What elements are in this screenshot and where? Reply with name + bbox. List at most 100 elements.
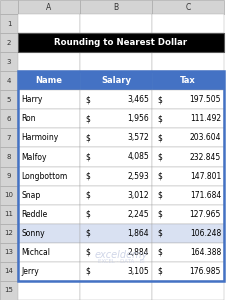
Bar <box>80 0 152 14</box>
Bar <box>18 71 80 90</box>
Bar <box>152 71 224 90</box>
Text: Harmoiny: Harmoiny <box>21 134 58 142</box>
Text: 6: 6 <box>7 116 11 122</box>
Text: $: $ <box>157 172 162 181</box>
Text: 4: 4 <box>7 78 11 84</box>
Text: 4,085: 4,085 <box>127 152 149 161</box>
Bar <box>152 224 224 243</box>
Bar <box>0 148 18 166</box>
Bar <box>152 128 224 148</box>
Bar <box>80 167 152 186</box>
Text: 127.965: 127.965 <box>190 210 221 219</box>
Bar <box>18 0 80 14</box>
Bar <box>152 0 224 14</box>
Bar <box>80 205 152 224</box>
Text: 15: 15 <box>4 287 13 293</box>
Text: Rounding to Nearest Dollar: Rounding to Nearest Dollar <box>55 38 188 47</box>
Text: Name: Name <box>35 76 63 85</box>
Bar <box>0 71 18 90</box>
Bar <box>80 224 152 243</box>
Bar <box>80 186 152 205</box>
Text: $: $ <box>157 152 162 161</box>
Bar <box>18 128 80 148</box>
Text: 2: 2 <box>7 40 11 46</box>
Text: Snap: Snap <box>21 190 40 200</box>
Text: Ron: Ron <box>21 114 35 123</box>
Text: $: $ <box>157 210 162 219</box>
Text: Sonny: Sonny <box>21 229 45 238</box>
Bar <box>18 109 80 128</box>
Bar <box>152 205 224 224</box>
Text: Salary: Salary <box>101 76 131 85</box>
Text: 5: 5 <box>7 97 11 103</box>
Bar <box>18 262 80 281</box>
Bar <box>0 128 18 148</box>
Bar <box>18 109 80 128</box>
Text: $: $ <box>157 95 162 104</box>
Bar <box>18 52 80 71</box>
Bar <box>80 52 152 71</box>
Text: Tax: Tax <box>180 76 196 85</box>
Text: 147.801: 147.801 <box>190 172 221 181</box>
Text: EXCEL · DATA · BI: EXCEL · DATA · BI <box>98 259 144 264</box>
Bar <box>80 281 152 300</box>
Bar <box>80 128 152 148</box>
Text: 197.505: 197.505 <box>189 95 221 104</box>
Text: Reddle: Reddle <box>21 210 47 219</box>
Text: 8: 8 <box>7 154 11 160</box>
Text: $: $ <box>157 229 162 238</box>
Bar <box>18 224 80 243</box>
Text: Michcal: Michcal <box>21 248 50 257</box>
Text: B: B <box>114 2 119 11</box>
Text: $: $ <box>85 95 90 104</box>
Bar <box>152 90 224 109</box>
Bar <box>18 71 224 281</box>
Text: 12: 12 <box>4 230 13 236</box>
Text: Harry: Harry <box>21 95 42 104</box>
Bar <box>0 243 18 262</box>
Text: 1,956: 1,956 <box>127 114 149 123</box>
Bar <box>152 243 224 262</box>
Text: 2,593: 2,593 <box>127 172 149 181</box>
Text: A: A <box>46 2 52 11</box>
Bar <box>152 109 224 128</box>
Bar <box>0 167 18 186</box>
Bar <box>152 52 224 71</box>
Text: 171.684: 171.684 <box>190 190 221 200</box>
Text: 106.248: 106.248 <box>190 229 221 238</box>
Text: 3,012: 3,012 <box>127 190 149 200</box>
Bar <box>0 33 18 52</box>
Text: $: $ <box>85 152 90 161</box>
Text: 3,105: 3,105 <box>127 267 149 276</box>
Bar <box>80 71 152 90</box>
Bar <box>80 148 152 166</box>
Text: 2,245: 2,245 <box>127 210 149 219</box>
Bar <box>152 186 224 205</box>
Text: $: $ <box>157 267 162 276</box>
Bar <box>152 148 224 166</box>
Text: $: $ <box>85 210 90 219</box>
Bar <box>0 14 18 33</box>
Bar <box>152 167 224 186</box>
Bar <box>80 90 152 109</box>
Text: $: $ <box>157 248 162 257</box>
Bar <box>80 205 152 224</box>
Text: Malfoy: Malfoy <box>21 152 47 161</box>
Bar <box>18 186 80 205</box>
Bar <box>80 128 152 148</box>
Text: exceldemy: exceldemy <box>94 250 148 260</box>
Bar <box>18 205 80 224</box>
Text: $: $ <box>85 134 90 142</box>
Bar <box>152 224 224 243</box>
Bar <box>80 224 152 243</box>
Bar <box>18 262 80 281</box>
Bar <box>152 262 224 281</box>
Text: $: $ <box>85 172 90 181</box>
Bar <box>18 90 80 109</box>
Bar <box>80 148 152 166</box>
Bar <box>0 205 18 224</box>
Text: $: $ <box>85 248 90 257</box>
Text: $: $ <box>85 190 90 200</box>
Text: $: $ <box>85 267 90 276</box>
Text: 10: 10 <box>4 192 13 198</box>
